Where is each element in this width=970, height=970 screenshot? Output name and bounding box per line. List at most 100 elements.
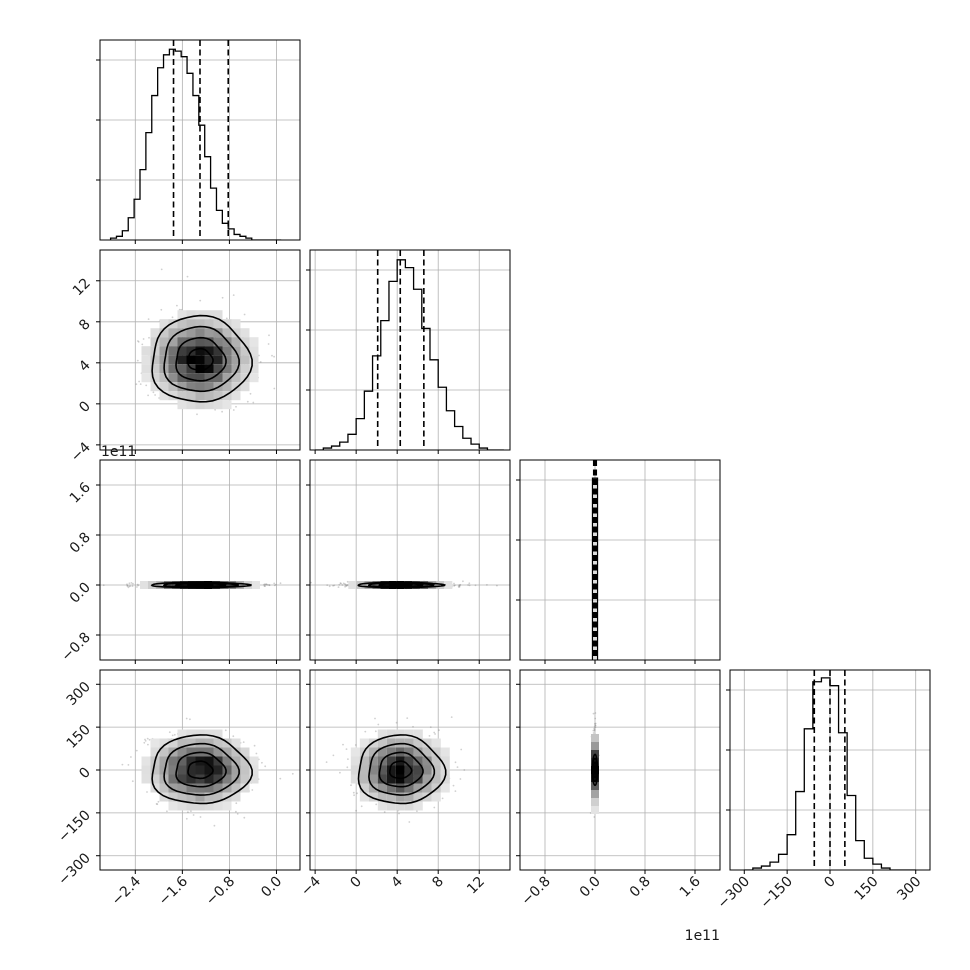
sample-point [594,724,597,727]
sample-point [199,299,202,302]
panel-hist-0-area [100,40,300,240]
density-cell [168,364,178,374]
panel-c0-2-area [100,460,300,660]
density-cell [204,355,214,365]
density-cell [231,738,241,748]
sample-point [344,583,346,585]
density-cell [249,373,259,383]
density-cell [141,373,151,383]
density-cell [213,400,223,410]
density-cell [240,328,250,338]
sample-point [457,585,460,588]
density-cell [195,729,205,739]
sample-point [127,764,130,766]
density-cell [168,774,178,784]
density-cell [222,774,232,784]
density-cell [231,382,241,392]
density-cell [204,747,214,757]
density-cell [249,765,259,775]
density-cell [222,747,232,757]
contours [150,581,252,589]
density-cell [168,382,178,392]
sample-point [360,805,363,808]
sample-point [433,731,436,734]
sample-point [235,405,237,408]
ytick-label: 150 [64,722,94,752]
density-cell [350,747,360,757]
density-cell [195,319,205,329]
xtick-label: −0.8 [518,874,553,909]
sample-point [594,717,597,720]
xtick-label: −0.8 [203,874,238,909]
histogram-3 [744,677,916,870]
sample-point [337,586,340,588]
sample-point [374,730,377,733]
density-cell [240,774,250,784]
density-cell [231,355,241,365]
density-cell [186,346,196,356]
sample-point [352,791,355,794]
sample-point [467,584,469,586]
density-cell [377,801,387,811]
sample-point [486,584,488,586]
density-cell [213,319,223,329]
sample-point [593,727,596,730]
sample-point [144,738,146,741]
sample-point [148,336,150,339]
density-cell [204,792,214,802]
sample-point [266,584,269,586]
density-cell [141,346,151,356]
panel-hist-3-area [730,670,930,870]
density-cell [177,310,187,320]
density-cell [231,747,241,757]
sample-point [341,584,344,586]
density-cell [222,364,232,374]
sample-point [265,583,268,586]
density-cell [231,373,241,383]
panel-hist-3 [726,669,931,871]
density-cell [186,729,196,739]
density-cell [591,798,599,806]
xtick-label: −4 [298,873,324,899]
density-cell [222,319,232,329]
density-cell [150,337,160,347]
sample-point [279,582,282,585]
sample-point [263,583,265,586]
y-offset-label: 1e11 [101,444,136,460]
sample-point [273,387,276,390]
density-cell [186,319,196,329]
sample-point [328,585,331,588]
sample-point [253,744,256,747]
density-cell [213,783,223,793]
sample-point [408,821,411,823]
sample-point [453,585,455,587]
sample-point [145,384,148,387]
ytick-label: −0.8 [58,630,93,665]
density-cell [186,801,196,811]
panel-hist-0 [96,39,301,241]
density-cell [204,328,214,338]
ytick-label: −300 [55,850,94,889]
sample-point [131,780,134,783]
density-cell [141,774,151,784]
density-cell [591,790,599,798]
density-cell [240,355,250,365]
sample-point [121,763,124,766]
panel-c0-3 [99,669,301,871]
panel-c1-3-area [310,670,510,870]
xtick-label: 0.0 [258,874,285,901]
density-cell [440,747,450,757]
density-cell [177,355,187,365]
density-cell [159,319,169,329]
sample-point [594,722,597,725]
density-cell [168,738,178,748]
density-cell [141,364,151,374]
sample-point [592,732,595,734]
sample-point [132,582,134,585]
density-cell [231,765,241,775]
density-cell [240,783,250,793]
density-cell [231,783,241,793]
density-cell [204,756,214,766]
density-cell [150,328,160,338]
sample-point [171,734,174,737]
